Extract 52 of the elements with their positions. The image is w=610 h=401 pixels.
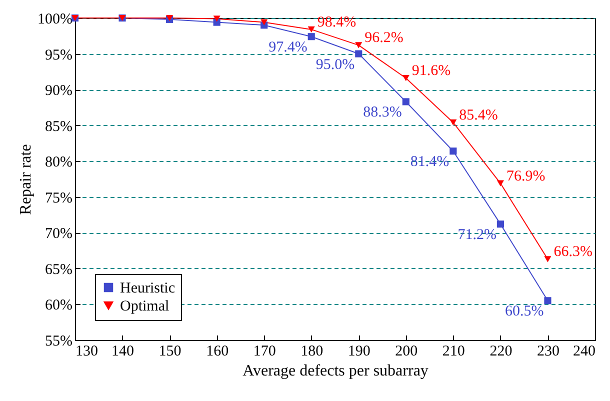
y-tick-label: 95%	[45, 47, 72, 64]
data-label: 98.4%	[317, 14, 356, 30]
point	[402, 75, 410, 82]
point	[260, 19, 268, 26]
x-tick-label: 180	[300, 344, 324, 360]
point	[213, 16, 220, 22]
data-label: 71.2%	[458, 227, 496, 244]
point	[496, 180, 504, 186]
x-tick-label: 140	[112, 344, 134, 360]
x-tick-label: 170	[253, 344, 276, 360]
x-axis-title: Average defects per subarray	[242, 362, 428, 380]
point	[544, 297, 552, 304]
data-label: 97.4%	[268, 40, 308, 56]
point	[544, 256, 552, 262]
y-tick-label: 100%	[38, 12, 72, 28]
y-axis-title: Repair rate	[18, 144, 35, 215]
point	[308, 33, 315, 40]
data-label: 88.3%	[363, 104, 402, 121]
data-label: 95.0%	[316, 56, 355, 73]
data-label: 85.4%	[459, 107, 498, 124]
y-tick-label: 75%	[45, 190, 72, 206]
x-tick-label: 150	[158, 344, 182, 360]
x-tick-label: 210	[442, 344, 465, 360]
point	[355, 50, 362, 58]
y-tick-label: 70%	[45, 226, 72, 242]
data-label: 96.2%	[364, 30, 404, 46]
y-tick-label: 65%	[45, 262, 72, 278]
point	[450, 119, 457, 126]
x-tick-label: 160	[206, 344, 229, 360]
data-label: 60.5%	[504, 304, 544, 320]
data-label: 66.3%	[554, 244, 592, 260]
data-label: 91.6%	[412, 63, 451, 80]
y-tick-label: 90%	[45, 83, 72, 100]
x-tick-label: 200	[395, 344, 418, 360]
point	[355, 42, 362, 48]
point	[496, 220, 504, 228]
y-tick-label: 80%	[45, 154, 72, 171]
point	[402, 98, 410, 106]
data-label: 81.4%	[410, 154, 450, 170]
x-tick-label: 240	[573, 344, 596, 360]
x-tick-label: 230	[536, 344, 560, 360]
data-label: 76.9%	[506, 168, 546, 184]
y-tick-label: 55%	[45, 334, 72, 350]
y-tick-label: 60%	[45, 298, 72, 314]
point	[308, 26, 315, 33]
x-tick-label: 130	[76, 344, 98, 360]
point	[450, 148, 457, 155]
y-tick-label: 85%	[45, 118, 72, 135]
legend-label: Heuristic	[120, 280, 176, 296]
legend-label: Optimal	[120, 298, 170, 314]
x-tick-label: 220	[490, 344, 512, 360]
x-tick-label: 190	[348, 344, 370, 360]
